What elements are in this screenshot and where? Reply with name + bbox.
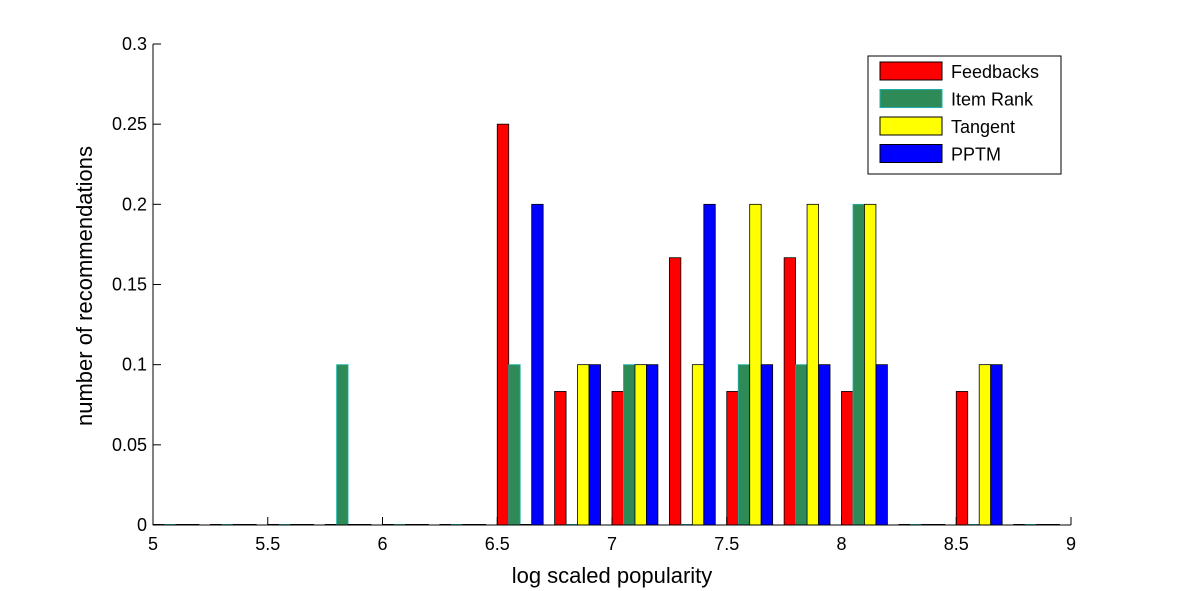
bar-feedbacks xyxy=(496,123,510,526)
y-tick-label: 0 xyxy=(137,515,147,535)
bars-layer xyxy=(152,123,1060,526)
legend-swatch xyxy=(879,144,943,163)
bar-item-rank xyxy=(336,364,349,526)
x-tick-label: 5.5 xyxy=(255,534,280,554)
bar-tangent xyxy=(806,203,819,526)
y-tick-label: 0.15 xyxy=(112,275,147,295)
x-tick-label: 9 xyxy=(1066,534,1076,554)
x-tick-label: 5 xyxy=(148,534,158,554)
legend: Feedbacks Item Rank Tangent PPTM xyxy=(867,55,1062,175)
y-tick-label: 0.05 xyxy=(112,435,147,455)
y-tick-label: 0.25 xyxy=(112,114,147,134)
y-tick-label: 0.1 xyxy=(122,355,147,375)
bar-pptm xyxy=(588,364,601,526)
bar-pptm xyxy=(760,364,774,526)
bar-tangent xyxy=(691,364,705,526)
bar-item-rank xyxy=(737,364,751,526)
bar-pptm xyxy=(531,203,544,526)
bar-pptm xyxy=(646,364,659,526)
legend-label: Item Rank xyxy=(951,90,1034,110)
bar-tangent xyxy=(749,203,762,526)
x-tick-label: 8.5 xyxy=(944,534,969,554)
bar-item-rank xyxy=(623,364,636,526)
bar-feedbacks xyxy=(841,391,854,526)
bar-pptm xyxy=(990,364,1003,526)
bar-feedbacks xyxy=(955,391,969,526)
x-tick-label: 7.5 xyxy=(714,534,739,554)
legend-label: PPTM xyxy=(951,145,1001,165)
bar-feedbacks xyxy=(668,257,682,526)
bar-tangent xyxy=(864,203,877,526)
bar-pptm xyxy=(875,364,888,526)
y-tick-label: 0.2 xyxy=(122,194,147,214)
bar-tangent xyxy=(634,364,647,526)
bar-feedbacks xyxy=(726,391,739,526)
y-tick-label: 0.3 xyxy=(122,34,147,54)
legend-swatch xyxy=(879,89,943,108)
x-tick-label: 8 xyxy=(836,534,846,554)
x-axis-title: log scaled popularity xyxy=(512,563,713,588)
x-tick-label: 6 xyxy=(377,534,387,554)
bar-item-rank xyxy=(508,364,521,526)
x-tick-label: 7 xyxy=(607,534,617,554)
legend-swatch xyxy=(879,116,943,136)
x-tick-label: 6.5 xyxy=(485,534,510,554)
bar-pptm xyxy=(818,364,831,526)
bar-feedbacks xyxy=(554,391,567,526)
bar-item-rank xyxy=(795,364,808,526)
legend-label: Tangent xyxy=(951,117,1015,137)
bar-feedbacks xyxy=(783,257,797,526)
bar-item-rank xyxy=(852,203,865,526)
axes-layer: 5 5.5 6 6.5 7 7.5 8 8.5 9 0 0.05 0.1 0.15 0.2 0.25 0.3 xyxy=(112,34,1076,554)
bar-tangent xyxy=(978,364,992,526)
bar-feedbacks xyxy=(611,391,624,526)
legend-label: Feedbacks xyxy=(951,62,1039,82)
bar-tangent xyxy=(577,364,590,526)
legend-swatch xyxy=(879,61,943,81)
y-axis-title: number of recommendations xyxy=(72,146,97,426)
bar-pptm xyxy=(703,203,716,526)
